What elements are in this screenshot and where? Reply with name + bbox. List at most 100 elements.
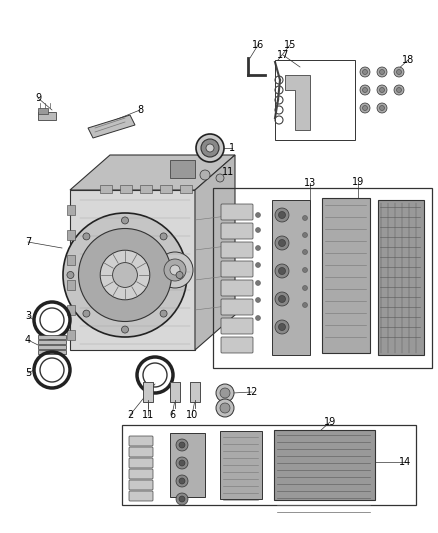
Circle shape bbox=[303, 286, 307, 290]
Circle shape bbox=[379, 106, 385, 110]
Bar bbox=[67, 255, 75, 265]
Text: 11: 11 bbox=[142, 410, 154, 420]
FancyBboxPatch shape bbox=[129, 480, 153, 490]
Circle shape bbox=[216, 174, 224, 182]
Circle shape bbox=[78, 229, 172, 321]
Circle shape bbox=[379, 87, 385, 93]
Circle shape bbox=[179, 460, 185, 466]
Circle shape bbox=[255, 228, 261, 232]
Circle shape bbox=[100, 250, 150, 300]
Bar bbox=[38, 108, 48, 114]
Circle shape bbox=[279, 268, 286, 274]
FancyBboxPatch shape bbox=[221, 299, 253, 315]
Circle shape bbox=[303, 268, 307, 272]
Text: 4: 4 bbox=[25, 335, 31, 345]
Text: 7: 7 bbox=[25, 237, 31, 247]
Text: 17: 17 bbox=[277, 50, 289, 60]
Circle shape bbox=[220, 388, 230, 398]
Circle shape bbox=[363, 87, 367, 93]
Circle shape bbox=[394, 85, 404, 95]
Circle shape bbox=[279, 239, 286, 246]
Circle shape bbox=[176, 439, 188, 451]
Circle shape bbox=[275, 236, 289, 250]
Circle shape bbox=[200, 170, 210, 180]
Circle shape bbox=[176, 475, 188, 487]
Bar bbox=[275, 60, 355, 140]
FancyBboxPatch shape bbox=[129, 447, 153, 457]
Circle shape bbox=[196, 134, 224, 162]
Bar bbox=[38, 335, 66, 339]
Bar bbox=[38, 350, 66, 354]
FancyBboxPatch shape bbox=[221, 204, 253, 220]
Circle shape bbox=[255, 280, 261, 286]
Bar bbox=[170, 160, 195, 178]
Polygon shape bbox=[285, 75, 310, 130]
FancyBboxPatch shape bbox=[129, 491, 153, 501]
Circle shape bbox=[201, 139, 219, 157]
Circle shape bbox=[164, 259, 186, 281]
Circle shape bbox=[303, 215, 307, 221]
FancyBboxPatch shape bbox=[221, 280, 253, 296]
Circle shape bbox=[279, 295, 286, 303]
Circle shape bbox=[216, 384, 234, 402]
Circle shape bbox=[176, 493, 188, 505]
Text: 9: 9 bbox=[35, 93, 41, 103]
Circle shape bbox=[360, 85, 370, 95]
Polygon shape bbox=[195, 155, 235, 350]
FancyBboxPatch shape bbox=[129, 458, 153, 468]
Text: 13: 13 bbox=[304, 178, 316, 188]
Circle shape bbox=[396, 87, 402, 93]
Bar bbox=[160, 185, 172, 193]
Text: 1: 1 bbox=[229, 143, 235, 153]
Text: 14: 14 bbox=[399, 457, 411, 467]
Bar bbox=[378, 200, 424, 355]
Circle shape bbox=[360, 67, 370, 77]
Polygon shape bbox=[88, 115, 135, 138]
Circle shape bbox=[83, 310, 90, 317]
FancyBboxPatch shape bbox=[221, 318, 253, 334]
FancyBboxPatch shape bbox=[221, 337, 253, 353]
FancyBboxPatch shape bbox=[221, 223, 253, 239]
Circle shape bbox=[279, 212, 286, 219]
Circle shape bbox=[377, 103, 387, 113]
Bar bbox=[140, 185, 152, 193]
Text: 12: 12 bbox=[246, 387, 258, 397]
Circle shape bbox=[113, 263, 138, 287]
Circle shape bbox=[275, 208, 289, 222]
Circle shape bbox=[363, 106, 367, 110]
Circle shape bbox=[176, 271, 183, 279]
Circle shape bbox=[179, 496, 185, 502]
Bar bbox=[67, 230, 75, 240]
Text: 15: 15 bbox=[284, 40, 296, 50]
Text: 5: 5 bbox=[25, 368, 31, 378]
Text: 6: 6 bbox=[169, 410, 175, 420]
Circle shape bbox=[275, 264, 289, 278]
Polygon shape bbox=[70, 190, 195, 350]
Circle shape bbox=[279, 324, 286, 330]
Circle shape bbox=[377, 67, 387, 77]
FancyBboxPatch shape bbox=[129, 436, 153, 446]
Circle shape bbox=[160, 233, 167, 240]
Text: 16: 16 bbox=[252, 40, 264, 50]
Circle shape bbox=[220, 403, 230, 413]
Circle shape bbox=[303, 232, 307, 238]
Text: 18: 18 bbox=[402, 55, 414, 65]
Circle shape bbox=[63, 213, 187, 337]
Circle shape bbox=[121, 217, 128, 224]
Text: 8: 8 bbox=[137, 105, 143, 115]
Bar bbox=[67, 205, 75, 215]
Circle shape bbox=[160, 310, 167, 317]
FancyBboxPatch shape bbox=[129, 469, 153, 479]
Bar bbox=[170, 382, 180, 402]
Bar bbox=[322, 198, 370, 353]
Bar bbox=[180, 185, 192, 193]
Circle shape bbox=[379, 69, 385, 75]
Bar bbox=[67, 330, 75, 340]
Bar bbox=[272, 200, 310, 355]
Circle shape bbox=[216, 399, 234, 417]
Circle shape bbox=[179, 478, 185, 484]
Circle shape bbox=[363, 69, 367, 75]
Text: 10: 10 bbox=[186, 410, 198, 420]
FancyBboxPatch shape bbox=[221, 261, 253, 277]
Circle shape bbox=[67, 271, 74, 279]
